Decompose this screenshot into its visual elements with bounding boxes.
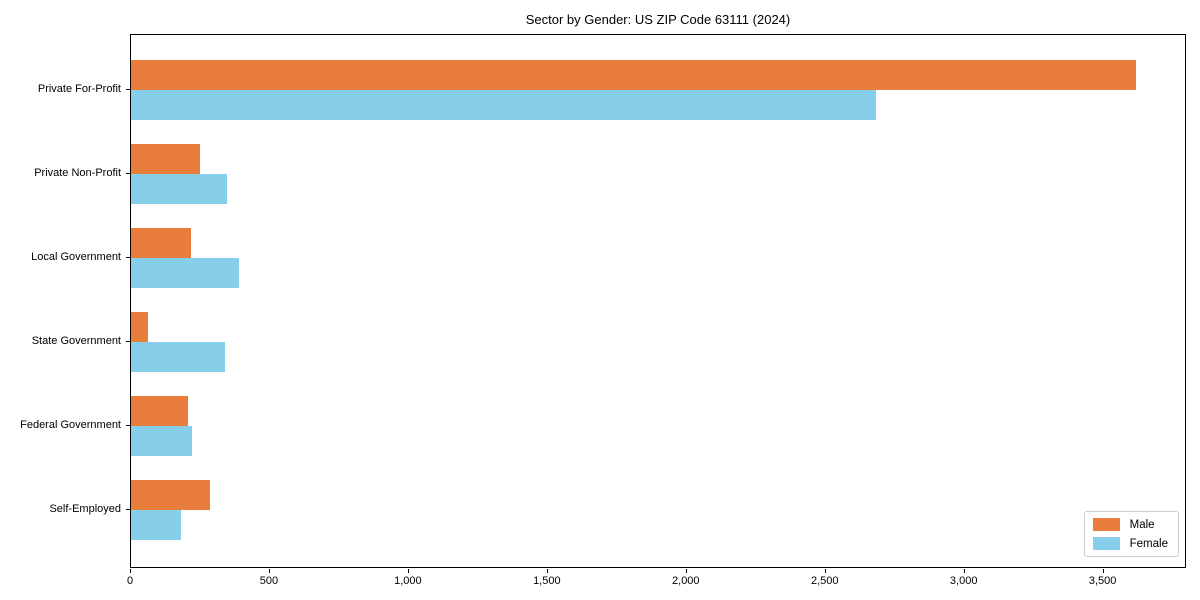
x-tick-label: 500 — [259, 575, 279, 587]
legend-entry-female: Female — [1092, 537, 1168, 550]
bar-male-3 — [131, 312, 148, 342]
y-tick-mark — [126, 425, 130, 426]
y-tick-label: Local Government — [31, 251, 121, 263]
bar-male-5 — [131, 480, 211, 510]
bar-female-2 — [131, 258, 240, 288]
bar-male-1 — [131, 144, 201, 174]
x-tick-mark — [685, 569, 687, 573]
chart-legend: Male Female — [1083, 511, 1179, 557]
male-color-swatch — [1092, 518, 1120, 531]
bar-female-1 — [131, 174, 227, 204]
legend-label-female: Female — [1129, 537, 1168, 550]
bar-male-0 — [131, 60, 1136, 90]
x-tick-mark — [824, 569, 826, 573]
x-tick-mark — [546, 569, 548, 573]
chart-title: Sector by Gender: US ZIP Code 63111 (202… — [525, 12, 791, 27]
x-tick-mark — [268, 569, 270, 573]
bar-female-0 — [131, 90, 876, 120]
x-tick-mark — [963, 569, 965, 573]
x-tick-label: 1,500 — [533, 575, 561, 587]
y-tick-mark — [126, 341, 130, 342]
y-tick-mark — [126, 509, 130, 510]
y-tick-mark — [126, 89, 130, 90]
legend-label-male: Male — [1129, 518, 1155, 531]
x-tick-mark — [1102, 569, 1104, 573]
female-color-swatch — [1092, 537, 1120, 550]
x-tick-mark — [130, 569, 131, 573]
plot-area: Male Female — [130, 34, 1186, 568]
bar-female-4 — [131, 426, 193, 456]
y-tick-label: State Government — [31, 335, 121, 347]
y-tick-mark — [126, 257, 130, 258]
x-tick-label: 1,000 — [394, 575, 422, 587]
legend-entry-male: Male — [1092, 518, 1168, 531]
y-tick-label: Private Non-Profit — [34, 167, 121, 179]
x-tick-label: 2,500 — [810, 575, 839, 587]
x-tick-label: 2,000 — [672, 575, 700, 587]
y-tick-mark — [126, 173, 130, 174]
x-tick-mark — [407, 569, 409, 573]
y-tick-label: Self-Employed — [49, 503, 121, 515]
x-tick-label: 3,000 — [949, 575, 978, 587]
y-tick-label: Private For-Profit — [37, 83, 121, 95]
bar-male-2 — [131, 228, 191, 258]
y-tick-label: Federal Government — [20, 419, 121, 431]
bar-male-4 — [131, 396, 188, 426]
bar-female-5 — [131, 510, 182, 540]
bar-female-3 — [131, 342, 226, 372]
x-tick-label: 3,500 — [1088, 575, 1117, 587]
x-tick-label: 0 — [126, 575, 134, 587]
